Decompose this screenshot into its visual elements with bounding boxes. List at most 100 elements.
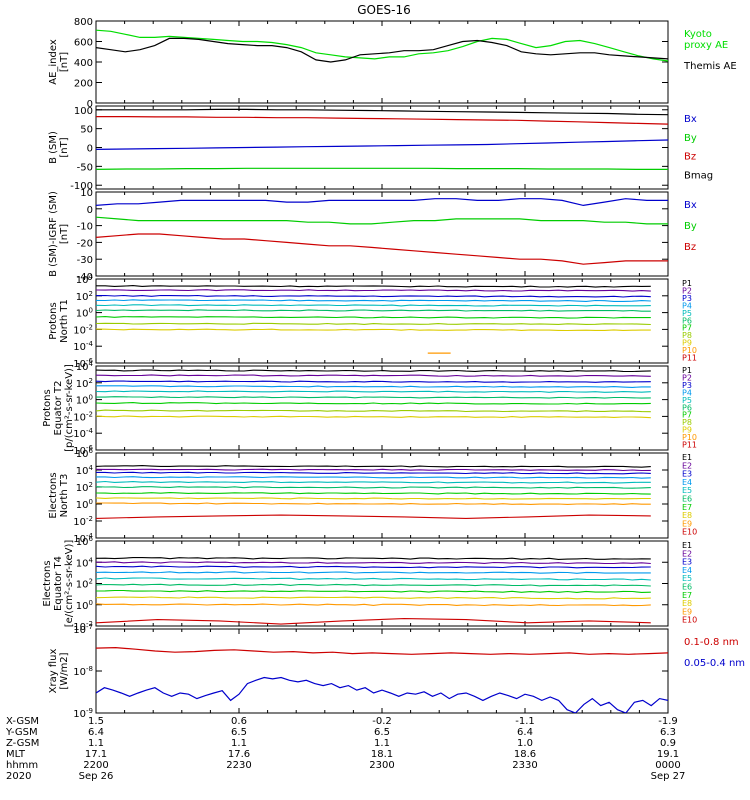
channel-e9 — [96, 603, 651, 607]
channel-p6 — [96, 309, 651, 312]
channel-label-e4: E4 — [682, 566, 692, 575]
footer-value: 1.1 — [88, 738, 104, 749]
y-tick-label: 200 — [74, 79, 93, 90]
footer-value: -1.1 — [515, 716, 535, 727]
channel-p3 — [96, 294, 651, 298]
channel-e10 — [96, 514, 651, 519]
channel-label-p9: P9 — [682, 339, 692, 348]
channel-p4 — [96, 299, 651, 302]
series-bx — [96, 139, 668, 150]
footer-row-label: Y-GSM — [5, 727, 38, 738]
channel-e7 — [96, 589, 651, 593]
channel-label-p3: P3 — [682, 381, 692, 390]
channel-label-p11: P11 — [682, 441, 697, 450]
channel-p2 — [96, 289, 651, 292]
y-tick-label: 106 — [76, 447, 94, 460]
channel-e9 — [96, 502, 651, 505]
plot-area — [96, 29, 668, 63]
channel-e3 — [96, 565, 651, 569]
footer-value: 0000 — [655, 760, 680, 771]
y-tick-label: 600 — [74, 38, 93, 49]
channel-e5 — [96, 577, 651, 581]
panel-frame — [95, 365, 669, 451]
y-tick-label: -20 — [77, 238, 93, 249]
legend-entry: proxy AE — [684, 40, 728, 51]
y-tick-label: 102 — [76, 377, 93, 390]
footer-value: 1.0 — [517, 738, 533, 749]
footer-value: 1.5 — [88, 716, 104, 727]
y-axis-label: North T1 — [59, 299, 70, 343]
y-axis-label: [W/m2] — [59, 652, 70, 689]
footer-value: 2230 — [226, 760, 251, 771]
series-bz — [96, 115, 668, 125]
legend-entry: Bx — [684, 200, 697, 211]
channel-label-e5: E5 — [682, 486, 692, 495]
footer-value: 2200 — [83, 760, 108, 771]
legend-entry: Kyoto — [684, 29, 712, 40]
channel-label-e7: E7 — [682, 503, 692, 512]
panel-frame — [95, 278, 669, 364]
channel-p5 — [96, 390, 651, 393]
channel-label-e7: E7 — [682, 591, 692, 600]
plot-area — [96, 557, 651, 625]
series-bx — [96, 198, 668, 207]
channel-label-p2: P2 — [682, 286, 692, 295]
y-axis-label: [nT] — [59, 224, 70, 244]
y-tick-label: 10-8 — [73, 665, 93, 678]
footer-value: Sep 26 — [79, 771, 114, 782]
channel-label-e5: E5 — [682, 574, 692, 583]
y-tick-label: -10 — [77, 222, 93, 233]
channel-label-p6: P6 — [682, 316, 692, 325]
y-axis-label: North T3 — [59, 474, 70, 518]
channel-label-p5: P5 — [682, 309, 692, 318]
legend-entry: 0.05-0.4 nm — [684, 658, 745, 669]
panel-frame — [95, 628, 669, 714]
footer-value: 2330 — [512, 760, 537, 771]
y-tick-label: -100 — [70, 181, 93, 192]
channel-p7 — [96, 316, 651, 319]
channel-label-p7: P7 — [682, 324, 692, 333]
y-tick-label: -50 — [77, 162, 93, 173]
channel-label-p1: P1 — [682, 366, 692, 375]
channel-label-p5: P5 — [682, 396, 692, 405]
channel-label-e3: E3 — [682, 470, 692, 479]
channel-label-e6: E6 — [682, 495, 692, 504]
footer-value: 2300 — [369, 760, 394, 771]
series-themis-ae — [96, 37, 668, 63]
footer-row-label: 2020 — [6, 771, 31, 782]
y-tick-label: 102 — [76, 481, 93, 494]
y-axis-label: AE_index — [48, 39, 59, 85]
y-tick-label: 102 — [76, 290, 93, 303]
channel-label-p6: P6 — [682, 403, 692, 412]
channel-p6 — [96, 396, 651, 399]
footer-value: 1.1 — [374, 738, 390, 749]
channel-label-e9: E9 — [682, 519, 692, 528]
y-tick-label: 100 — [76, 394, 93, 407]
channel-label-p8: P8 — [682, 418, 692, 427]
y-tick-label: 100 — [74, 106, 93, 117]
channel-e1 — [96, 557, 651, 560]
y-tick-label: 10-2 — [73, 515, 93, 528]
footer-value: 6.4 — [517, 727, 533, 738]
channel-e2 — [96, 561, 651, 565]
plot-area — [96, 465, 651, 519]
footer-value: 0.9 — [660, 738, 676, 749]
channel-label-p2: P2 — [682, 373, 692, 382]
legend-entry: 0.1-0.8 nm — [684, 637, 739, 648]
channel-p1 — [96, 285, 651, 288]
panel-frame — [95, 540, 669, 627]
channel-label-e1: E1 — [682, 541, 692, 550]
footer-value: 6.3 — [660, 727, 676, 738]
y-axis-label: [e/(cm²-s-sr-keV)] — [64, 540, 75, 628]
series-by — [96, 167, 668, 170]
series-by — [96, 216, 668, 225]
series-kyoto-proxy-ae — [96, 29, 668, 62]
y-axis-label: Electrons — [42, 560, 53, 606]
plot-area — [96, 369, 651, 419]
channel-e6 — [96, 486, 651, 489]
